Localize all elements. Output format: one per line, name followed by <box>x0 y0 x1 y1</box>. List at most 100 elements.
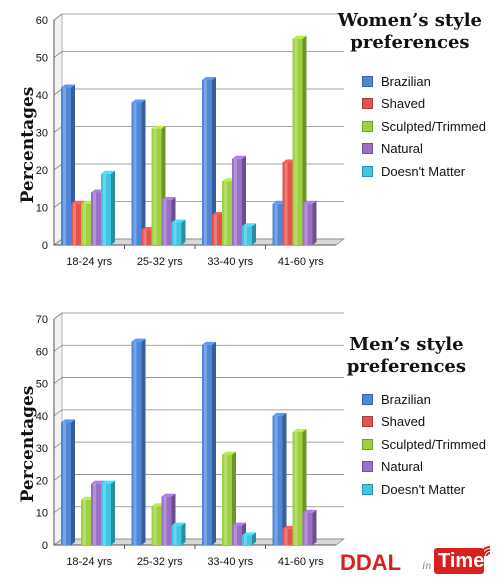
legend-swatch <box>362 120 373 132</box>
bar-brazilian-2 <box>202 341 216 545</box>
logo-brand-text: DDAL <box>340 550 402 575</box>
gridline-diag <box>53 163 63 171</box>
legend-swatch <box>362 98 373 110</box>
legend-item-brazilian: Brazilian <box>362 388 486 411</box>
legend-swatch <box>362 483 373 495</box>
y-tick-label: 0 <box>42 240 48 252</box>
y-tick-label: 60 <box>36 346 48 358</box>
legend-item-shaved: Shaved <box>362 93 486 116</box>
women-chart-plot: 0 10 20 30 40 50 60 18-24 yrs 25-32 yrs 33-40 yrs… <box>36 13 346 268</box>
y-tick-label: 30 <box>36 443 48 455</box>
legend-item-shaved: Shaved <box>362 411 486 434</box>
legend-label: Brazilian <box>381 73 431 89</box>
legend-swatch <box>362 416 373 428</box>
y-tick-label: 10 <box>36 203 48 215</box>
bar-natural-3 <box>302 509 317 545</box>
legend-swatch <box>362 438 373 450</box>
women-title-line-2: preferences <box>350 32 470 53</box>
women-y-axis-label: Percentages <box>18 86 38 204</box>
men-chart-title: Men’s style preferences <box>347 334 466 378</box>
men-legend: Brazilian Shaved Sculpted/Trimmed Natural Do… <box>362 388 486 501</box>
wifi-signal-icon <box>480 546 491 557</box>
bar-doesn-t-matter-1 <box>171 522 186 545</box>
bar-natural-3 <box>302 200 317 245</box>
gridline-diag <box>53 344 63 352</box>
x-tick-label: 18-24 yrs <box>66 556 112 568</box>
bar-brazilian-0 <box>61 419 75 545</box>
bar-doesn-t-matter-0 <box>101 170 115 245</box>
bar-doesn-t-matter-2 <box>242 223 256 245</box>
gridline-diag <box>53 201 63 208</box>
bar-doesn-t-matter-0 <box>101 480 115 545</box>
gridline-diag <box>53 409 63 417</box>
legend-swatch <box>362 393 373 405</box>
gridline-diag <box>53 126 63 133</box>
y-tick-label: 50 <box>36 379 48 391</box>
x-tick-label: 41-60 yrs <box>278 256 324 268</box>
legend-item-brazilian: Brazilian <box>362 70 486 93</box>
legend-item-natural: Natural <box>362 138 486 161</box>
gridline-diag <box>53 13 63 21</box>
legend-swatch <box>362 461 373 473</box>
x-tick-label: 25-32 yrs <box>137 256 183 268</box>
men-y-axis-label: Percentages <box>18 385 38 503</box>
bar-doesn-t-matter-1 <box>171 219 186 245</box>
legend-label: Natural <box>381 459 423 475</box>
logo-badge <box>434 548 484 574</box>
legend-item-doesn-t-matter: Doesn't Matter <box>362 478 486 501</box>
bar-doesn-t-matter-2 <box>242 532 256 545</box>
gridline-diag <box>53 51 63 58</box>
x-tick-label: 41-60 yrs <box>278 556 324 568</box>
logo-badge-text: Time <box>438 550 485 572</box>
gridline-diag <box>53 474 63 481</box>
ddal-in-time-logo: DDAL in Time <box>338 546 498 580</box>
legend-item-sculpted-trimmed: Sculpted/Trimmed <box>362 115 486 138</box>
legend-label: Sculpted/Trimmed <box>381 436 486 452</box>
women-legend: Brazilian Shaved Sculpted/Trimmed Natural Do… <box>362 70 486 183</box>
x-tick-label: 25-32 yrs <box>137 556 183 568</box>
y-tick-label: 60 <box>36 15 48 27</box>
women-title-line-1: Women’s style <box>337 10 482 31</box>
men-chart: 0 10 20 30 40 50 60 70 18-24 yrs 25-32 yrs 33-40 y… <box>0 292 500 582</box>
legend-label: Shaved <box>381 414 426 430</box>
legend-item-sculpted-trimmed: Sculpted/Trimmed <box>362 433 486 456</box>
men-title-line-1: Men’s style <box>349 334 464 355</box>
women-chart-title: Women’s style preferences <box>338 10 482 54</box>
bar-brazilian-2 <box>202 77 216 245</box>
legend-label: Brazilian <box>381 391 431 407</box>
legend-item-doesn-t-matter: Doesn't Matter <box>362 160 486 183</box>
bar-brazilian-3 <box>272 412 287 545</box>
bar-brazilian-1 <box>131 338 146 545</box>
x-tick-label: 33-40 yrs <box>207 256 253 268</box>
bar-sculpted-trimmed-3 <box>292 35 307 245</box>
y-tick-label: 50 <box>36 53 48 65</box>
men-title-line-2: preferences <box>346 356 466 377</box>
legend-swatch <box>362 75 373 87</box>
y-tick-label: 10 <box>36 508 48 520</box>
legend-label: Doesn't Matter <box>381 481 466 497</box>
legend-label: Sculpted/Trimmed <box>381 118 486 134</box>
x-tick-label: 18-24 yrs <box>66 256 112 268</box>
bar-sculpted-trimmed-2 <box>222 451 236 545</box>
y-tick-label: 20 <box>36 475 48 487</box>
gridline-diag <box>53 377 63 384</box>
bar-brazilian-1 <box>131 99 146 245</box>
y-tick-label: 70 <box>36 314 48 326</box>
legend-item-natural: Natural <box>362 456 486 479</box>
gridline-diag <box>53 88 63 96</box>
x-tick-label: 33-40 yrs <box>207 556 253 568</box>
men-chart-plot: 0 10 20 30 40 50 60 70 18-24 yrs 25-32 yrs 33-40 y… <box>36 312 346 568</box>
y-tick-label: 20 <box>36 165 48 177</box>
y-tick-label: 40 <box>36 90 48 102</box>
gridline-diag <box>53 238 63 246</box>
gridline-diag <box>53 312 63 320</box>
legend-label: Doesn't Matter <box>381 163 466 179</box>
legend-label: Natural <box>381 141 423 157</box>
women-chart: 0 10 20 30 40 50 60 18-24 yrs 25-32 yrs 33-40 yrs… <box>0 0 500 290</box>
gridline-diag <box>53 538 63 546</box>
y-tick-label: 0 <box>42 540 48 552</box>
logo-small-text: in <box>422 558 432 572</box>
legend-swatch <box>362 143 373 155</box>
legend-label: Shaved <box>381 96 426 112</box>
legend-swatch <box>362 165 373 177</box>
